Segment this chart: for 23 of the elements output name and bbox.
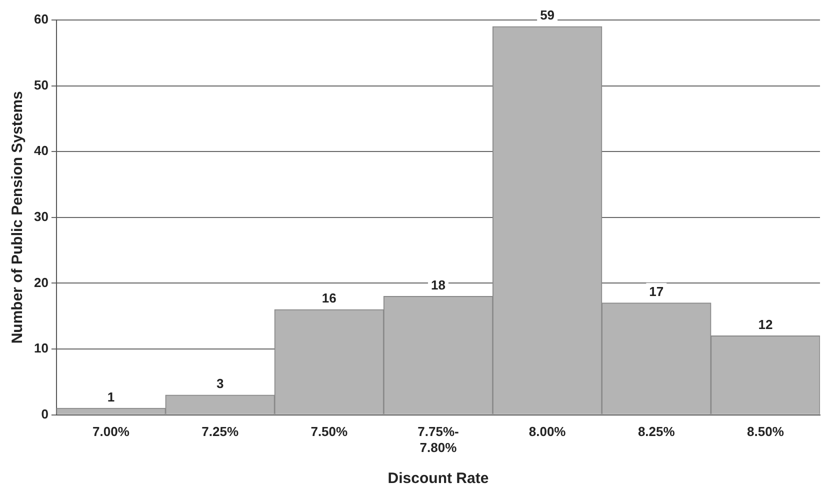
data-label: 18 [430, 277, 446, 292]
data-label: 3 [216, 376, 224, 392]
y-tick-label: 20 [34, 274, 48, 290]
data-label: 16 [322, 290, 336, 306]
data-label: 59 [540, 8, 555, 23]
x-tick-label: 8.00% [528, 424, 566, 440]
y-tick-label: 50 [34, 77, 48, 92]
x-tick-label: 7.25% [202, 424, 239, 440]
y-tick-label: 10 [34, 340, 48, 356]
y-axis-title: Number of Public Pension Systems [9, 91, 26, 344]
data-label: 17 [649, 284, 664, 300]
x-tick-label: 8.50% [747, 424, 784, 440]
data-label: 12 [758, 316, 773, 332]
y-tick-label: 30 [34, 208, 48, 224]
x-tick-label: 7.75%-7.80% [418, 424, 459, 455]
y-tick-label: 60 [34, 12, 48, 27]
y-tick-label: 40 [34, 143, 48, 158]
x-axis-title: Discount Rate [388, 470, 489, 488]
y-tick-label: 0 [41, 406, 48, 422]
x-tick-label: 7.50% [310, 424, 348, 440]
x-tick-label: 7.00% [92, 424, 130, 440]
data-label: 1 [107, 389, 115, 404]
x-tick-label: 8.25% [638, 424, 676, 440]
